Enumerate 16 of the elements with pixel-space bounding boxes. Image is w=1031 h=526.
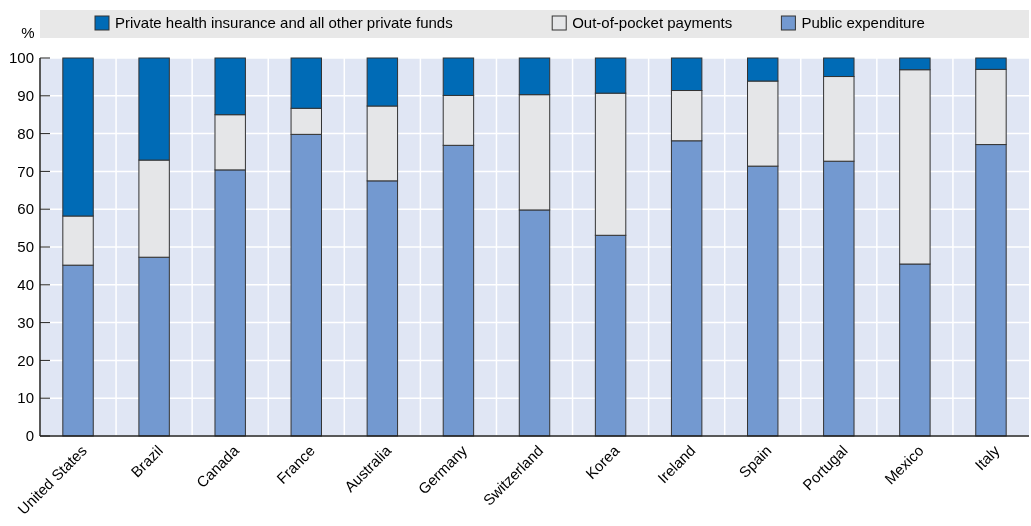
y-tick-label: 30 <box>17 313 34 331</box>
y-tick-label: 90 <box>17 87 34 105</box>
y-tick-label: 0 <box>25 427 34 445</box>
y-tick-label: 40 <box>17 276 34 294</box>
y-tick-label: 100 <box>8 49 34 67</box>
y-tick-label: 20 <box>17 351 34 369</box>
legend-label: Private health insurance and all other private funds <box>115 14 453 31</box>
y-tick-label: 80 <box>17 124 34 142</box>
y-tick-label: 60 <box>17 200 34 218</box>
y-tick-label: 70 <box>17 162 34 180</box>
legend-label: Out-of-pocket payments <box>572 14 733 31</box>
x-tick-label: Italy <box>971 441 1004 474</box>
y-axis-title: % <box>21 24 35 41</box>
y-tick-label: 50 <box>17 238 34 256</box>
legend-label: Public expenditure <box>801 14 925 31</box>
y-tick-label: 10 <box>17 389 34 407</box>
